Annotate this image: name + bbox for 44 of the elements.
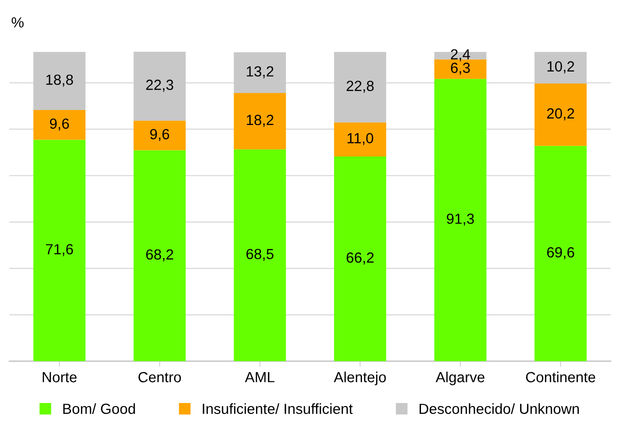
data-label: 91,3 — [446, 214, 474, 226]
x-tick-label: Continente — [526, 372, 596, 382]
bar — [534, 52, 587, 84]
bar — [234, 93, 286, 150]
data-label: 20,2 — [547, 108, 574, 120]
x-tick-label: Norte — [42, 372, 77, 382]
bar — [134, 150, 186, 362]
data-label: 68,2 — [146, 249, 174, 262]
bar — [33, 52, 86, 110]
data-label: 18,8 — [46, 74, 73, 87]
bar — [134, 52, 186, 121]
data-label: 9,6 — [50, 118, 69, 131]
x-tick-label: Algarve — [436, 372, 484, 386]
data-label: 66,2 — [346, 252, 374, 264]
bar — [334, 52, 386, 122]
bar — [434, 78, 486, 362]
data-label: 10,2 — [548, 61, 574, 74]
x-tick-label: Centro — [138, 372, 181, 382]
bar — [234, 149, 286, 362]
y-axis-title: % — [12, 17, 24, 28]
data-label: 69,6 — [547, 247, 574, 260]
x-tick-label: Alentejo — [334, 372, 386, 386]
data-label: 71,6 — [46, 244, 73, 256]
data-label: 6,3 — [450, 62, 470, 75]
data-label: 22,8 — [346, 80, 374, 93]
legend-label: Desconhecido/ Unknown — [420, 403, 579, 414]
bar — [534, 146, 587, 362]
data-label: 11,0 — [348, 133, 374, 146]
data-label: 13,2 — [246, 66, 274, 78]
data-label: 2,4 — [450, 49, 470, 62]
bar — [334, 122, 386, 156]
legend-label: Insuficiente/ Insufficient — [202, 403, 353, 414]
bar — [534, 83, 587, 146]
data-label: 18,2 — [246, 114, 274, 127]
bar — [134, 120, 186, 150]
data-label: 22,3 — [146, 80, 174, 92]
bar — [33, 140, 86, 362]
bar — [334, 156, 386, 362]
data-label: 68,5 — [246, 248, 274, 261]
bar — [33, 110, 86, 140]
bar — [234, 52, 286, 94]
data-label: 9,6 — [150, 129, 170, 142]
x-tick-label: AML — [244, 372, 274, 382]
legend-label: Bom/ Good — [63, 403, 135, 414]
